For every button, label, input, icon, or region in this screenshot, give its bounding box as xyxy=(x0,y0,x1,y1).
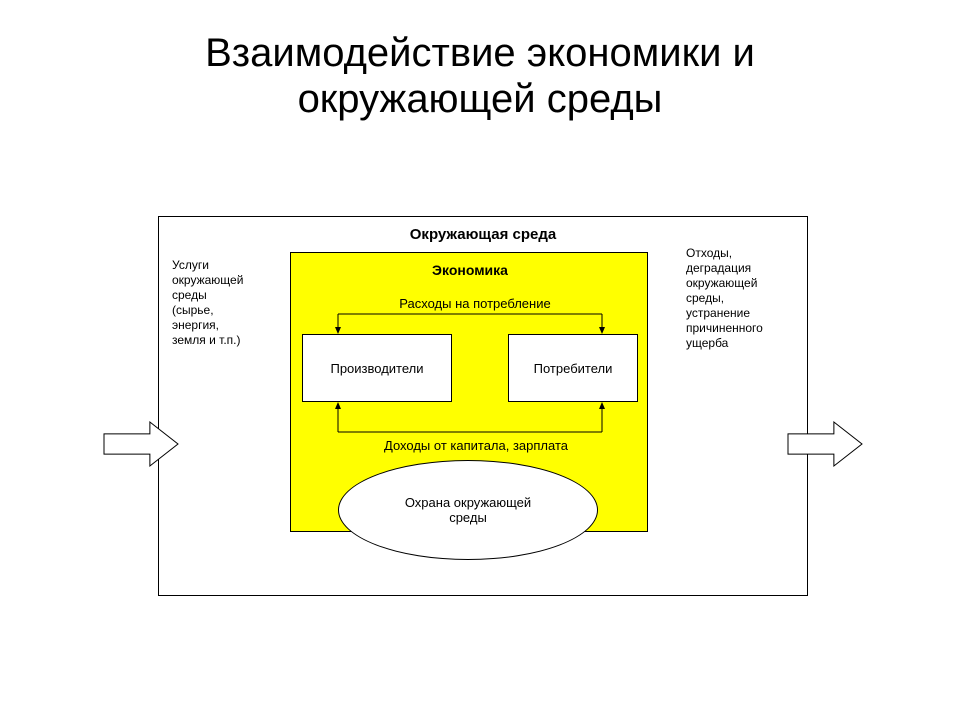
consumers-box: Потребители xyxy=(508,334,638,402)
output-arrow-icon xyxy=(788,422,862,466)
protection-ellipse: Охрана окружающейсреды xyxy=(338,460,598,560)
producers-label: Производители xyxy=(330,361,423,376)
protection-label: Охрана окружающейсреды xyxy=(405,495,531,525)
producers-box: Производители xyxy=(302,334,452,402)
flow-arrows xyxy=(0,0,960,720)
consumers-label: Потребители xyxy=(534,361,613,376)
slide: Взаимодействие экономики и окружающей ср… xyxy=(0,0,960,720)
input-arrow-icon xyxy=(104,422,178,466)
